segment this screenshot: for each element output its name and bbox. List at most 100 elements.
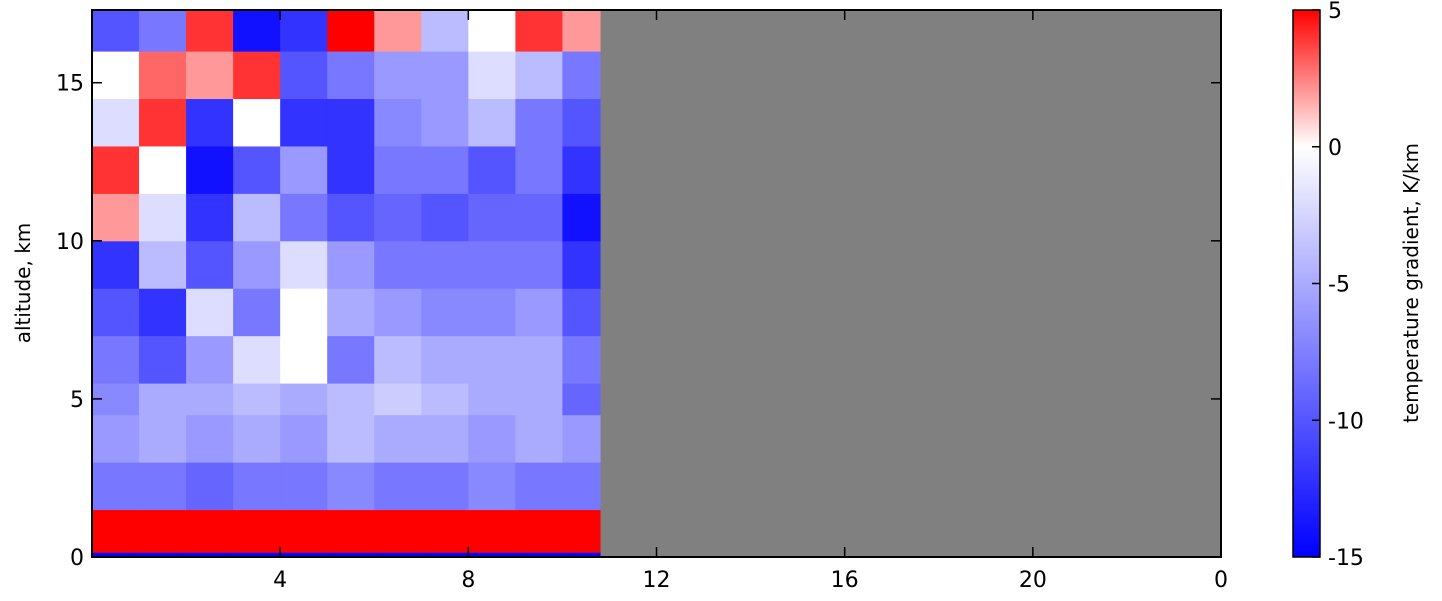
heat-cell: [139, 10, 187, 52]
heat-cell: [515, 240, 563, 289]
heat-cell: [92, 98, 140, 147]
x-tick-label: 12: [643, 568, 671, 593]
heat-cell: [186, 383, 234, 416]
heat-cell: [468, 414, 516, 463]
heat-cell: [421, 51, 469, 100]
heat-cell: [515, 552, 563, 558]
heat-cell: [562, 240, 601, 289]
heat-cell: [421, 552, 469, 558]
heat-cell: [139, 193, 187, 242]
heat-cell: [327, 509, 375, 553]
heat-cell: [139, 288, 187, 337]
colorbar-tick-label: 0: [1328, 136, 1342, 161]
heat-cell: [374, 240, 422, 289]
heat-cell: [374, 10, 422, 52]
heat-cell: [233, 10, 281, 52]
heat-cell: [233, 414, 281, 463]
heat-cell: [139, 462, 187, 511]
heat-cell: [562, 552, 601, 558]
heat-cell: [374, 193, 422, 242]
heat-cell: [139, 240, 187, 289]
heat-cell: [327, 383, 375, 416]
heat-cell: [186, 462, 234, 511]
heat-cell: [515, 98, 563, 147]
heat-cell: [562, 383, 601, 416]
heat-cell: [421, 414, 469, 463]
heat-cell: [562, 10, 601, 52]
heat-cell: [327, 288, 375, 337]
heat-cell: [468, 51, 516, 100]
heat-cell: [186, 509, 234, 553]
heat-cell: [327, 10, 375, 52]
heat-cell: [233, 462, 281, 511]
heat-cell: [468, 145, 516, 194]
heat-cell: [233, 240, 281, 289]
heat-cell: [280, 509, 328, 553]
heat-cell: [186, 145, 234, 194]
heat-cell: [562, 414, 601, 463]
heat-cell: [139, 335, 187, 384]
heat-cell: [92, 552, 140, 558]
heat-cell: [562, 288, 601, 337]
heat-cell: [280, 552, 328, 558]
heat-cell: [92, 288, 140, 337]
heat-cell: [515, 414, 563, 463]
heat-cell: [280, 462, 328, 511]
y-tick-label: 10: [56, 230, 84, 255]
heat-cell: [92, 509, 140, 553]
heat-cell: [92, 335, 140, 384]
heat-cell: [327, 98, 375, 147]
heat-cell: [327, 552, 375, 558]
heat-cell: [233, 552, 281, 558]
heat-cell: [421, 145, 469, 194]
heat-cell: [92, 462, 140, 511]
heat-cell: [139, 383, 187, 416]
heat-cell: [233, 383, 281, 416]
heat-cell: [233, 98, 281, 147]
heat-cell: [562, 462, 601, 511]
heat-cell: [374, 98, 422, 147]
heat-cell: [92, 193, 140, 242]
heat-cell: [374, 509, 422, 553]
heat-cell: [515, 288, 563, 337]
heat-cell: [139, 509, 187, 553]
heat-cell: [186, 288, 234, 337]
heat-cell: [374, 51, 422, 100]
heat-cell: [327, 335, 375, 384]
heat-cell: [562, 51, 601, 100]
heat-cell: [327, 414, 375, 463]
heat-cell: [280, 335, 328, 384]
heat-cell: [562, 335, 601, 384]
heat-cell: [186, 98, 234, 147]
heat-cell: [280, 98, 328, 147]
colorbar-label: temperature gradient, K/km: [1399, 143, 1423, 423]
heat-cell: [421, 193, 469, 242]
colorbar-tick-label: -15: [1328, 546, 1364, 571]
heat-cell: [468, 240, 516, 289]
heat-cell: [468, 552, 516, 558]
heat-cell: [468, 383, 516, 416]
heat-cell: [468, 335, 516, 384]
heat-cell: [468, 288, 516, 337]
heat-cell: [233, 509, 281, 553]
heat-cell: [186, 51, 234, 100]
heat-cell: [186, 10, 234, 52]
colorbar-tick-label: -10: [1328, 409, 1364, 434]
heat-cell: [233, 288, 281, 337]
heat-cell: [421, 509, 469, 553]
heat-cell: [233, 51, 281, 100]
heat-cell: [186, 335, 234, 384]
heat-cell: [421, 10, 469, 52]
x-tick-label: 20: [1019, 568, 1047, 593]
colorbar-tick-label: -5: [1328, 273, 1350, 298]
heat-cell: [327, 193, 375, 242]
heat-cell: [139, 145, 187, 194]
heat-cell: [468, 193, 516, 242]
heat-cell: [327, 240, 375, 289]
heat-cell: [327, 51, 375, 100]
heat-cell: [374, 414, 422, 463]
heat-cell: [515, 51, 563, 100]
heat-cell: [374, 383, 422, 416]
heat-cell: [374, 462, 422, 511]
